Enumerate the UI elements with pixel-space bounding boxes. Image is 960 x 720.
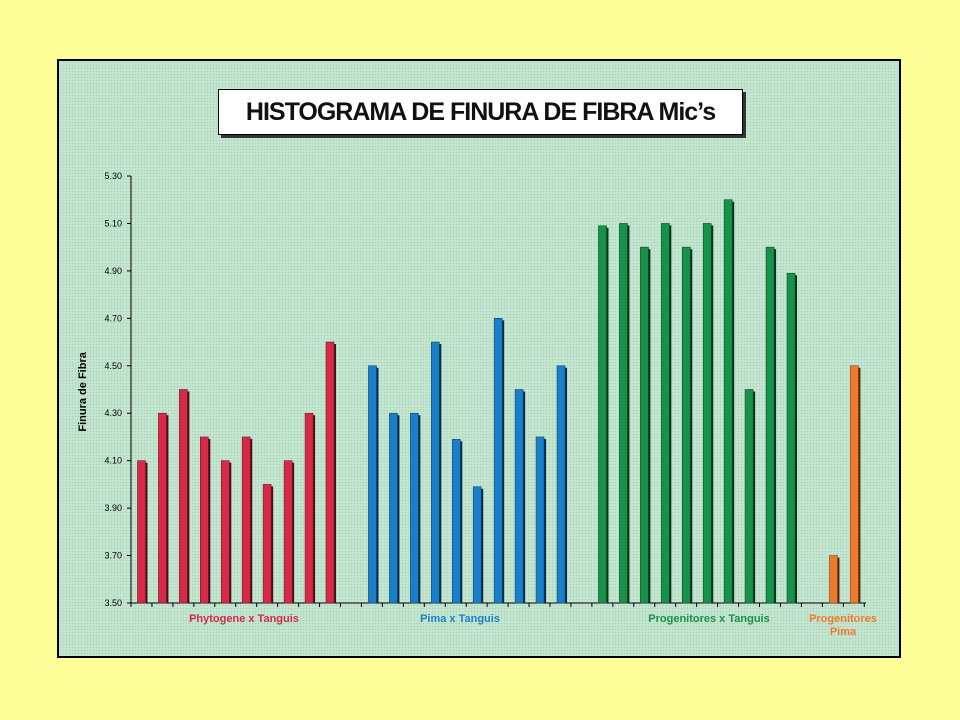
bar (598, 225, 607, 604)
y-tick-label: 3.50 (104, 598, 122, 608)
bar (472, 486, 482, 604)
x-category-label-line2: Pima (830, 626, 857, 638)
bar (640, 246, 649, 604)
x-category-label: Phytogene x Tanguis (189, 613, 299, 625)
y-tick-label: 4.30 (104, 408, 122, 418)
bar (283, 460, 293, 604)
y-tick-label: 4.10 (104, 456, 122, 466)
y-tick-label: 4.70 (104, 313, 122, 323)
x-category-label: Pima x Tanguis (420, 613, 500, 625)
bar (179, 389, 188, 604)
bar (829, 555, 838, 604)
y-axis-label: Finura de Fibra (77, 351, 89, 431)
bar (220, 460, 230, 604)
bar (431, 341, 440, 604)
bar (514, 389, 524, 604)
x-category-label: Progenitores (809, 613, 877, 625)
y-tick-label: 3.70 (104, 551, 122, 561)
y-tick-label: 5.10 (104, 218, 122, 228)
bar (241, 436, 251, 604)
bar (158, 412, 167, 604)
chart-title: HISTOGRAMA DE FINURA DE FIBRA Mic’s (218, 89, 743, 135)
x-category-label: Progenitores x Tanguis (648, 613, 769, 625)
bar (200, 436, 209, 604)
bar (765, 246, 775, 604)
bar (535, 436, 545, 604)
bar (389, 412, 398, 604)
bar (262, 484, 272, 604)
bar (137, 460, 146, 604)
y-tick-label: 4.50 (104, 361, 122, 371)
bar (661, 223, 670, 604)
y-tick-label: 3.90 (104, 503, 122, 513)
bar (744, 389, 754, 604)
bar (681, 246, 691, 604)
bar (723, 199, 733, 604)
bar (493, 318, 503, 604)
bar (410, 412, 419, 604)
y-tick-label: 4.90 (104, 266, 122, 276)
bar (786, 272, 796, 604)
bar (850, 365, 859, 604)
bar (702, 223, 712, 604)
bar (556, 365, 566, 604)
bar (325, 341, 335, 604)
bar (451, 439, 461, 604)
y-tick-label: 5.30 (104, 171, 122, 181)
bar (304, 412, 314, 604)
bar (619, 223, 628, 604)
chart-plot-area (57, 59, 901, 658)
bar (368, 365, 377, 604)
